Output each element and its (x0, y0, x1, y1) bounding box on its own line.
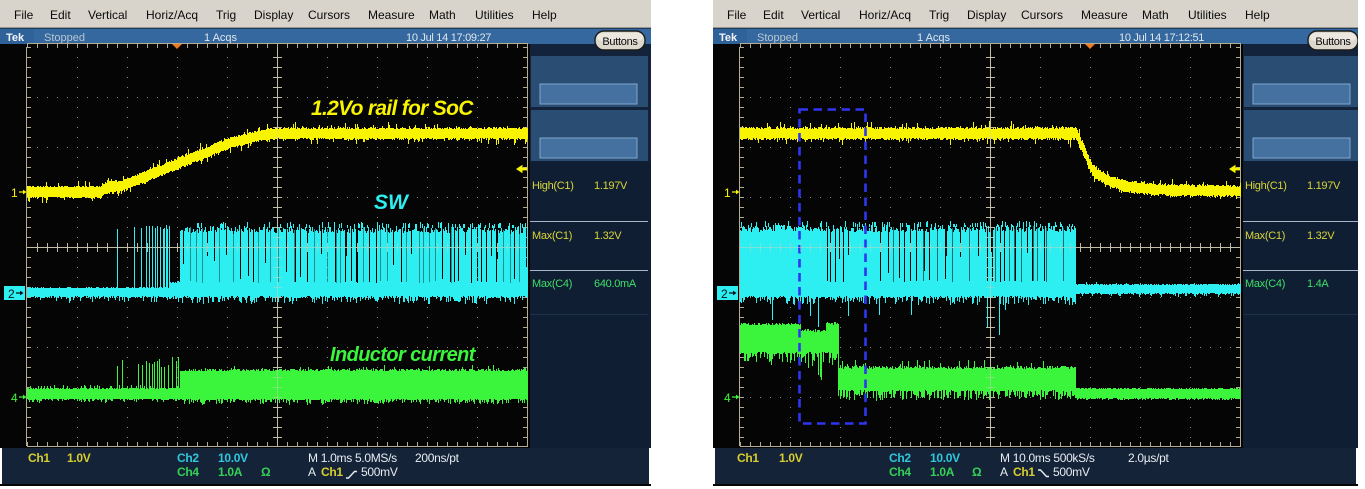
svg-text:Help: Help (532, 8, 557, 22)
svg-text:Buttons: Buttons (602, 36, 638, 48)
svg-text:200ns/pt: 200ns/pt (415, 451, 460, 465)
svg-text:High(C1): High(C1) (1245, 180, 1287, 192)
svg-text:M 1.0ms 5.0MS/s: M 1.0ms 5.0MS/s (308, 451, 397, 465)
svg-text:1 Acqs: 1 Acqs (204, 32, 238, 44)
svg-text:Tek: Tek (719, 32, 738, 44)
svg-text:1.32V: 1.32V (594, 230, 622, 242)
svg-text:Measure: Measure (1081, 8, 1128, 22)
svg-text:1.2Vo rail for SoC: 1.2Vo rail for SoC (311, 97, 474, 120)
svg-text:1.4A: 1.4A (1307, 278, 1329, 290)
svg-text:10.0V: 10.0V (218, 451, 248, 465)
svg-text:Math: Math (1142, 8, 1169, 22)
svg-text:Trig: Trig (216, 8, 236, 22)
svg-text:Display: Display (967, 8, 1006, 22)
svg-text:Measure: Measure (368, 8, 415, 22)
svg-text:1.0V: 1.0V (67, 451, 91, 465)
svg-text:Vertical: Vertical (801, 8, 840, 22)
svg-text:Ω: Ω (972, 465, 982, 479)
svg-text:Horiz/Acq: Horiz/Acq (859, 8, 911, 22)
svg-text:1: 1 (724, 186, 731, 200)
svg-text:File: File (727, 8, 747, 22)
svg-text:Ch1: Ch1 (28, 451, 50, 465)
svg-text:1.197V: 1.197V (594, 180, 628, 192)
svg-text:Utilities: Utilities (475, 8, 514, 22)
svg-text:4: 4 (724, 391, 731, 405)
svg-text:1: 1 (11, 186, 18, 200)
svg-text:500mV: 500mV (1053, 465, 1090, 479)
svg-text:Max(C1): Max(C1) (532, 230, 572, 242)
svg-text:Max(C1): Max(C1) (1245, 230, 1285, 242)
svg-text:Cursors: Cursors (308, 8, 350, 22)
svg-text:1 Acqs: 1 Acqs (917, 32, 951, 44)
svg-text:Edit: Edit (50, 8, 71, 22)
svg-text:1.32V: 1.32V (1307, 230, 1335, 242)
svg-text:Trig: Trig (929, 8, 949, 22)
svg-text:2.0µs/pt: 2.0µs/pt (1128, 451, 1170, 465)
svg-text:File: File (14, 8, 34, 22)
svg-text:4: 4 (11, 391, 18, 405)
svg-text:1.0A: 1.0A (218, 465, 243, 479)
svg-text:Horiz/Acq: Horiz/Acq (146, 8, 198, 22)
svg-text:Math: Math (429, 8, 456, 22)
svg-text:Ch4: Ch4 (889, 465, 911, 479)
svg-text:Vertical: Vertical (88, 8, 127, 22)
svg-text:10 Jul 14 17:09:27: 10 Jul 14 17:09:27 (406, 32, 491, 44)
svg-text:Tek: Tek (6, 32, 25, 44)
svg-text:Cursors: Cursors (1021, 8, 1063, 22)
svg-text:SW: SW (374, 191, 410, 214)
svg-text:1.0V: 1.0V (779, 451, 803, 465)
svg-text:10 Jul 14 17:12:51: 10 Jul 14 17:12:51 (1119, 32, 1204, 44)
svg-text:1.0A: 1.0A (930, 465, 955, 479)
svg-text:Ch1: Ch1 (737, 451, 759, 465)
svg-text:A: A (308, 465, 316, 479)
svg-text:640.0mA: 640.0mA (594, 278, 637, 290)
svg-text:Ch1: Ch1 (1013, 465, 1035, 479)
svg-text:Ch4: Ch4 (177, 465, 199, 479)
svg-text:Max(C4): Max(C4) (1245, 278, 1285, 290)
svg-text:Edit: Edit (763, 8, 784, 22)
svg-text:1.197V: 1.197V (1307, 180, 1341, 192)
svg-text:M 10.0ms 500kS/s: M 10.0ms 500kS/s (1000, 451, 1095, 465)
svg-text:Utilities: Utilities (1188, 8, 1227, 22)
svg-text:High(C1): High(C1) (532, 180, 574, 192)
svg-text:Ω: Ω (261, 465, 271, 479)
svg-text:Stopped: Stopped (44, 32, 85, 44)
svg-text:Ch2: Ch2 (889, 451, 911, 465)
svg-text:Stopped: Stopped (757, 32, 798, 44)
svg-text:Help: Help (1245, 8, 1270, 22)
svg-text:Buttons: Buttons (1315, 36, 1351, 48)
svg-text:10.0V: 10.0V (930, 451, 960, 465)
svg-text:2: 2 (721, 287, 728, 301)
svg-text:Ch2: Ch2 (177, 451, 199, 465)
svg-text:A: A (1000, 465, 1008, 479)
svg-text:Ch1: Ch1 (321, 465, 343, 479)
svg-text:Inductor current: Inductor current (330, 344, 477, 366)
svg-text:2: 2 (8, 287, 15, 301)
svg-text:500mV: 500mV (361, 465, 398, 479)
svg-text:Display: Display (254, 8, 293, 22)
svg-text:Max(C4): Max(C4) (532, 278, 572, 290)
